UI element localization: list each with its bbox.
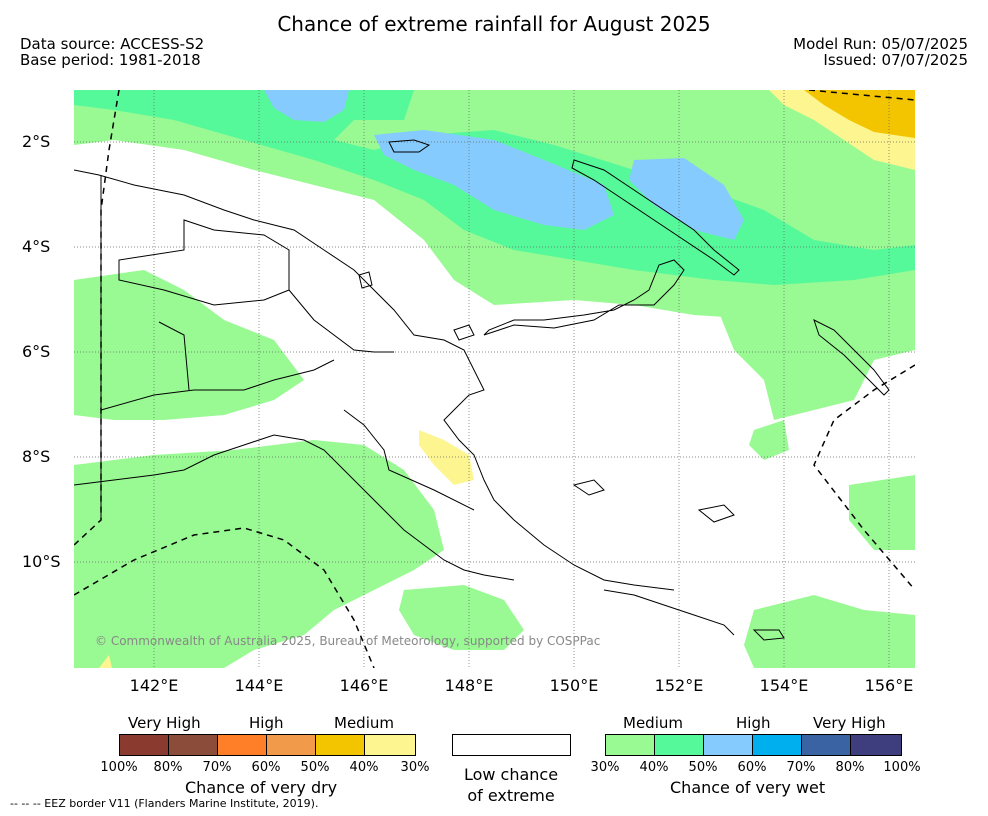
wet-tick: 70% <box>786 760 816 775</box>
lon-label-146e: 146°E <box>339 676 389 695</box>
lon-label-156e: 156°E <box>864 676 914 695</box>
lat-label-6s: 6°S <box>22 342 51 361</box>
wet-swatch <box>654 734 704 756</box>
gridlines <box>74 90 915 668</box>
wet-medium-zone-island <box>749 420 789 460</box>
lon-label-150e: 150°E <box>549 676 599 695</box>
low-chance-label: Low chance of extreme <box>440 764 582 806</box>
dry-header-very-high: Very High <box>128 714 201 732</box>
wet-swatch <box>703 734 753 756</box>
eez-border-note: -- -- -- EEZ border V11 (Flanders Marine… <box>10 797 319 810</box>
lat-label-10s: 10°S <box>22 552 61 571</box>
lon-label-144e: 144°E <box>234 676 284 695</box>
eez-borders <box>74 90 915 668</box>
wet-tick: 30% <box>590 760 620 775</box>
low-chance-line1: Low chance <box>463 765 559 784</box>
dry-medium-zone-corner <box>99 655 112 668</box>
copyright-notice: © Commonwealth of Australia 2025, Bureau… <box>95 634 601 648</box>
dry-tick: 70% <box>202 760 232 775</box>
wet-legend-title: Chance of very wet <box>670 778 826 797</box>
rainfall-map-svg <box>74 90 915 668</box>
wet-medium-zone-southwest <box>74 440 444 668</box>
wet-blue-zone-central <box>374 130 614 230</box>
wet-tick: 100% <box>883 760 921 775</box>
data-source: Data source: ACCESS-S2 <box>20 35 205 53</box>
wet-blue-zone-east <box>629 158 744 240</box>
issued-date: Issued: 07/07/2025 <box>823 51 968 69</box>
dry-header-high: High <box>249 714 284 732</box>
wet-tick: 40% <box>639 760 669 775</box>
wet-blue-zone-north <box>264 90 349 122</box>
dry-tick: 60% <box>251 760 281 775</box>
coastlines <box>74 139 890 641</box>
dry-tick: 30% <box>400 760 430 775</box>
lat-label-4s: 4°S <box>22 237 51 256</box>
dry-swatch <box>266 734 316 756</box>
dry-swatch <box>217 734 267 756</box>
wet-swatch <box>801 734 851 756</box>
lat-label-2s: 2°S <box>22 132 51 151</box>
wet-medium-zone-south <box>399 585 524 650</box>
low-chance-swatch <box>452 734 571 756</box>
dry-header-medium: Medium <box>334 714 394 732</box>
header-left: Data source: ACCESS-S2 Base period: 1981… <box>20 36 204 68</box>
dry-tick: 100% <box>100 760 138 775</box>
lat-label-8s: 8°S <box>22 447 51 466</box>
dry-swatch <box>364 734 416 756</box>
wet-medium-zone-southeast <box>744 595 915 668</box>
wet-header-very-high: Very High <box>813 714 886 732</box>
dry-tick: 40% <box>349 760 379 775</box>
dry-swatch <box>119 734 169 756</box>
lon-label-142e: 142°E <box>129 676 179 695</box>
lon-label-152e: 152°E <box>654 676 704 695</box>
lon-label-154e: 154°E <box>759 676 809 695</box>
dry-swatch <box>315 734 365 756</box>
dry-tick: 50% <box>300 760 330 775</box>
wet-header-medium: Medium <box>623 714 683 732</box>
model-run: Model Run: 05/07/2025 <box>793 35 968 53</box>
dry-high-zone <box>804 90 915 138</box>
wet-swatch <box>605 734 655 756</box>
wet-tick: 60% <box>737 760 767 775</box>
dry-tick: 80% <box>153 760 183 775</box>
dry-legend-title: Chance of very dry <box>185 778 338 797</box>
base-period: Base period: 1981-2018 <box>20 51 201 69</box>
dry-swatch <box>168 734 218 756</box>
wet-tick: 50% <box>688 760 718 775</box>
wet-swatch <box>752 734 802 756</box>
wet-header-high: High <box>736 714 771 732</box>
wet-swatch <box>850 734 902 756</box>
rainfall-map <box>74 90 915 668</box>
wet-tick: 80% <box>835 760 865 775</box>
map-title: Chance of extreme rainfall for August 20… <box>277 12 711 36</box>
wet-medium-zone-west <box>74 270 304 420</box>
wet-medium-zone-east <box>714 285 915 420</box>
dry-medium-zone-inland <box>419 430 474 485</box>
header-right: Model Run: 05/07/2025 Issued: 07/07/2025 <box>793 36 968 68</box>
lon-label-148e: 148°E <box>444 676 494 695</box>
low-chance-line2: of extreme <box>467 786 555 805</box>
